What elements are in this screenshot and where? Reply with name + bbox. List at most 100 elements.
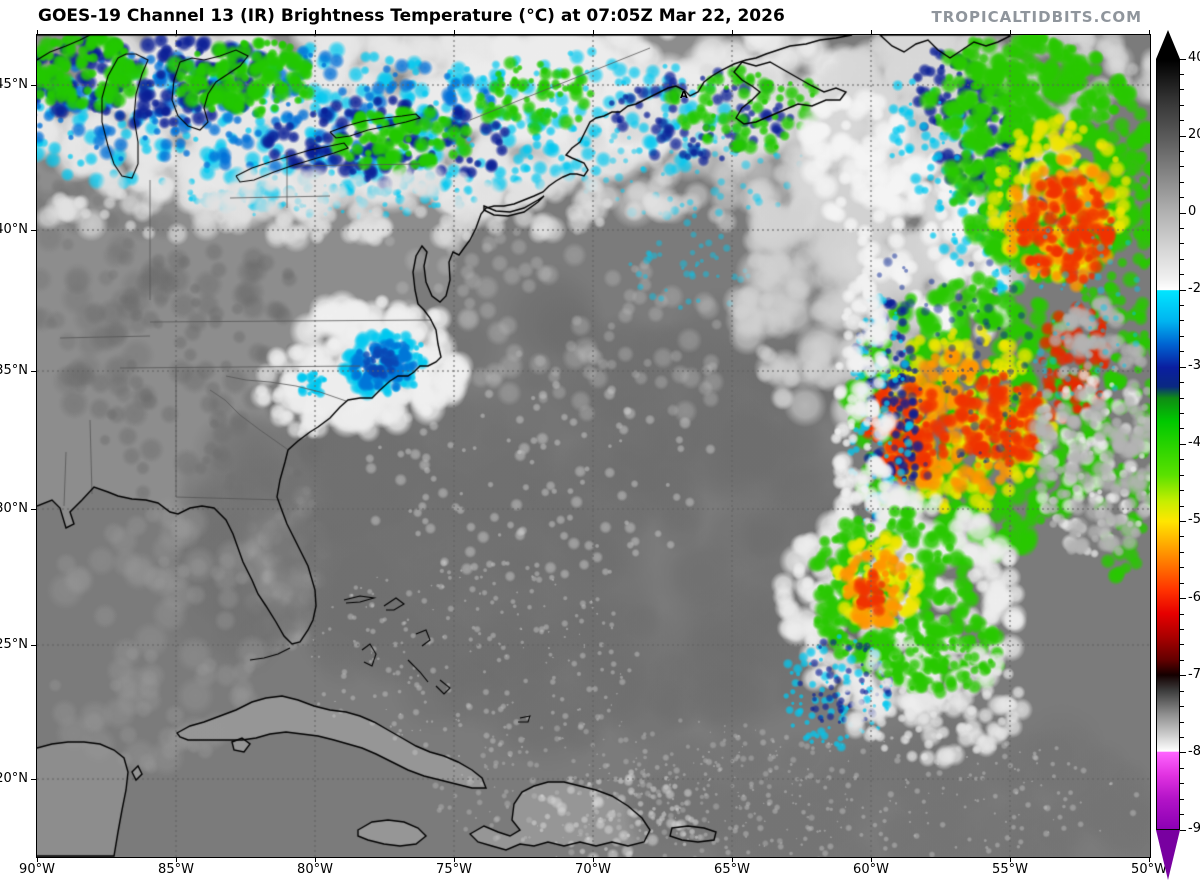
lat-tick [31, 508, 37, 510]
station-marker-a: A [680, 90, 688, 101]
colorbar-tick [1180, 150, 1184, 152]
lat-tick [31, 370, 37, 372]
colorbar-tick [1180, 613, 1184, 615]
lon-tick-top [592, 30, 594, 35]
colorbar-tick [1180, 366, 1186, 368]
lon-tick [314, 857, 316, 862]
colorbar-tick [1180, 227, 1184, 229]
lon-tick [175, 857, 177, 862]
page-title: GOES-19 Channel 13 (IR) Brightness Tempe… [38, 6, 785, 26]
colorbar-tick [1180, 675, 1186, 677]
colorbar-arrow-top [1156, 30, 1180, 59]
colorbar-tick-label: 40 [1188, 50, 1200, 65]
colorbar-tick [1180, 829, 1186, 831]
lon-tick-top [1009, 30, 1011, 35]
colorbar-tick [1180, 320, 1184, 322]
lon-tick [731, 857, 733, 862]
watermark: TROPICALTIDBITS.COM [931, 8, 1142, 26]
colorbar-tick [1180, 551, 1184, 553]
colorbar-tick [1180, 474, 1184, 476]
colorbar-tick [1180, 258, 1184, 260]
colorbar-tick [1180, 490, 1184, 492]
colorbar-tick-label: -60 [1188, 589, 1200, 605]
lon-axis-label: 75°W [436, 862, 472, 877]
lat-axis-label: 30°N [0, 501, 28, 516]
lat-tick [31, 84, 37, 86]
colorbar-tick [1180, 582, 1184, 584]
lon-axis-label: 80°W [297, 862, 333, 877]
colorbar-tick-label: -20 [1188, 281, 1200, 296]
lon-axis-label: 65°W [714, 862, 750, 877]
lat-axis-label: 20°N [0, 771, 28, 786]
colorbar-tick [1180, 752, 1186, 754]
colorbar-tick [1180, 798, 1184, 800]
lat-tick [31, 644, 37, 646]
colorbar-tick [1180, 351, 1184, 353]
colorbar-tick [1180, 736, 1184, 738]
colorbar-tick-label: 20 [1188, 127, 1200, 142]
colorbar-tick-label: -70 [1188, 666, 1200, 682]
colorbar-tick [1180, 289, 1186, 291]
lon-tick [453, 857, 455, 862]
colorbar-tick [1180, 721, 1184, 723]
colorbar-tick [1180, 382, 1184, 384]
lat-axis-label: 25°N [0, 637, 28, 652]
lon-tick-top [314, 30, 316, 35]
colorbar-tick [1180, 644, 1184, 646]
colorbar-tick [1180, 767, 1184, 769]
colorbar-tick [1180, 598, 1186, 600]
lon-tick-top [1148, 30, 1150, 35]
lon-axis-label: 70°W [575, 862, 611, 877]
colorbar-tick [1180, 428, 1184, 430]
lon-tick-top [36, 30, 38, 35]
lon-tick-top [453, 30, 455, 35]
colorbar-arrow-bottom [1156, 830, 1180, 880]
colorbar-tick [1180, 690, 1184, 692]
colorbar-tick [1180, 73, 1184, 75]
colorbar-tick [1180, 783, 1184, 785]
colorbar-tick [1180, 412, 1184, 414]
lon-tick [1148, 857, 1150, 862]
colorbar-tick-label: -90 [1188, 821, 1200, 836]
colorbar-tick-label: -30 [1188, 358, 1200, 374]
colorbar-tick [1180, 104, 1184, 106]
lon-axis-label: 85°W [158, 862, 194, 877]
colorbar-tick [1180, 659, 1184, 661]
colorbar-tick [1180, 197, 1184, 199]
colorbar-gradient [1156, 59, 1180, 830]
lon-axis-label: 60°W [853, 862, 889, 877]
lon-axis-label: 90°W [19, 862, 55, 877]
colorbar-tick [1180, 706, 1184, 708]
lon-tick [1009, 857, 1011, 862]
lon-tick [36, 857, 38, 862]
lat-tick [31, 778, 37, 780]
colorbar-tick [1180, 243, 1184, 245]
colorbar-tick [1180, 814, 1184, 816]
colorbar-tick-label: 0 [1188, 204, 1197, 219]
colorbar-tick [1180, 628, 1184, 630]
colorbar-tick [1180, 536, 1184, 538]
colorbar-tick [1180, 166, 1184, 168]
colorbar-tick [1180, 520, 1186, 522]
lon-tick-top [175, 30, 177, 35]
lat-tick [31, 229, 37, 231]
colorbar-tick [1180, 212, 1186, 214]
colorbar-tick [1180, 397, 1184, 399]
colorbar-tick [1180, 335, 1184, 337]
lat-axis-label: 45°N [0, 77, 28, 92]
colorbar-tick-label: -80 [1188, 743, 1200, 759]
colorbar-tick [1180, 181, 1184, 183]
colorbar-tick [1180, 120, 1184, 122]
lat-axis-label: 35°N [0, 363, 28, 378]
colorbar-tick [1180, 567, 1184, 569]
lat-axis-label: 40°N [0, 222, 28, 237]
lon-tick [870, 857, 872, 862]
colorbar-tick [1180, 505, 1184, 507]
lon-tick [592, 857, 594, 862]
colorbar-tick [1180, 459, 1184, 461]
colorbar-tick [1180, 135, 1186, 137]
colorbar-tick [1180, 443, 1186, 445]
colorbar-tick [1180, 304, 1184, 306]
lon-tick-top [870, 30, 872, 35]
